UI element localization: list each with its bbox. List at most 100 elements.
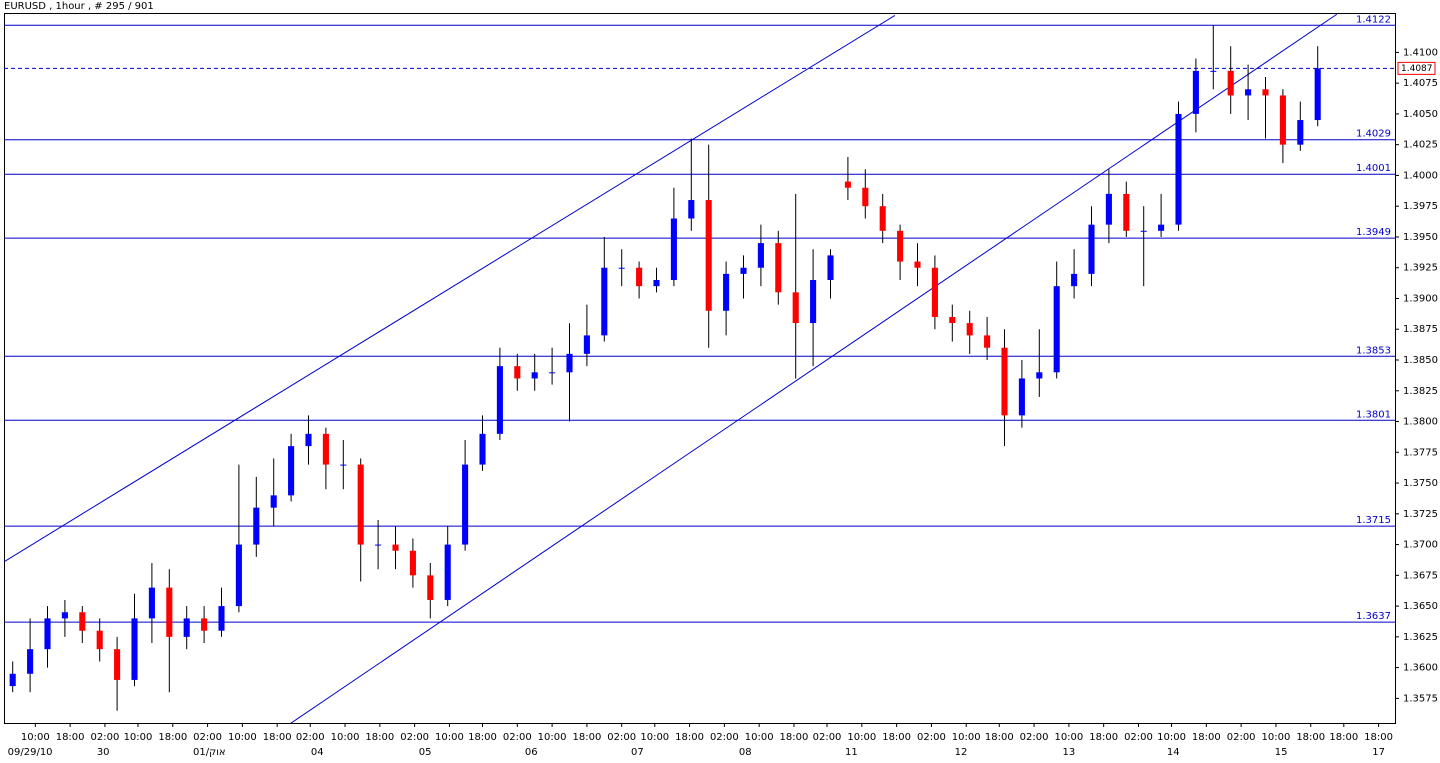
level-label: 1.3637 <box>1356 611 1391 622</box>
date-label: 09/29/10 <box>8 747 53 758</box>
current-price-label: 1.4087 <box>1401 64 1433 74</box>
candle-body <box>757 243 764 268</box>
level-label: 1.3949 <box>1356 227 1391 238</box>
candle-body <box>844 181 851 188</box>
candle-body <box>218 606 225 631</box>
x-tick-label: 18:00 <box>780 732 809 743</box>
candle-body <box>601 267 608 336</box>
y-tick-label: 1.3625 <box>1403 632 1438 643</box>
candle-body <box>984 335 991 348</box>
y-tick-label: 1.3750 <box>1403 478 1438 489</box>
x-tick-label: 10:00 <box>21 732 50 743</box>
candle-body <box>705 200 712 311</box>
candle-body <box>479 433 486 465</box>
x-tick-label: 02:00 <box>813 732 842 743</box>
candle-body <box>1018 378 1025 416</box>
candle-body <box>44 618 51 650</box>
candle-body <box>810 280 817 324</box>
candle-body <box>1071 273 1078 287</box>
candle-body <box>114 649 121 680</box>
candle-body <box>1140 230 1147 232</box>
candle-body <box>27 649 34 674</box>
candle-body <box>653 280 660 287</box>
candle-body <box>1262 89 1269 96</box>
x-tick-label: 10:00 <box>847 732 876 743</box>
level-label: 1.4122 <box>1356 14 1391 25</box>
x-tick-label: 10:00 <box>538 732 567 743</box>
x-tick-label: 18:00 <box>1296 732 1325 743</box>
candle-body <box>583 335 590 354</box>
y-tick-label: 1.3950 <box>1403 232 1438 243</box>
candle-body <box>688 200 695 219</box>
candle-body <box>723 273 730 311</box>
x-tick-label: 18:00 <box>468 732 497 743</box>
candle-body <box>1297 120 1304 145</box>
trend-line <box>4 15 896 563</box>
y-tick-label: 1.3850 <box>1403 355 1438 366</box>
x-tick-label: 10:00 <box>124 732 153 743</box>
candle-body <box>444 544 451 600</box>
y-tick-label: 1.3875 <box>1403 324 1438 335</box>
x-tick-label: 18:00 <box>675 732 704 743</box>
candle-body <box>96 630 103 650</box>
candle-body <box>61 612 68 619</box>
date-label: 30 <box>97 747 110 758</box>
date-label: 17 <box>1372 747 1385 758</box>
date-label: 06 <box>525 747 538 758</box>
candle-body <box>966 323 973 336</box>
candle-body <box>409 550 416 576</box>
x-tick-label: 10:00 <box>331 732 360 743</box>
candle-body <box>931 267 938 317</box>
candle-body <box>462 464 469 545</box>
candle-body <box>427 575 434 600</box>
plot-area <box>4 13 1395 723</box>
x-tick-label: 10:00 <box>1262 732 1291 743</box>
candle-body <box>79 612 86 631</box>
candle-body <box>792 292 799 324</box>
x-tick-label: 02:00 <box>917 732 946 743</box>
y-tick-label: 1.4050 <box>1403 109 1438 120</box>
y-tick-label: 1.3575 <box>1403 693 1438 704</box>
x-tick-label: 10:00 <box>1157 732 1186 743</box>
candle-body <box>740 267 747 274</box>
y-tick-label: 1.4075 <box>1403 78 1438 89</box>
date-label: 04 <box>311 747 324 758</box>
y-tick-label: 1.3925 <box>1403 263 1438 274</box>
candle-body <box>1314 68 1321 121</box>
x-tick-label: 10:00 <box>435 732 464 743</box>
candle-body <box>340 464 347 466</box>
y-tick-label: 1.3700 <box>1403 540 1438 551</box>
candle-body <box>375 544 382 546</box>
y-tick-label: 1.3650 <box>1403 601 1438 612</box>
candle-body <box>549 372 556 374</box>
level-label: 1.4029 <box>1356 129 1391 140</box>
chart-title: EURUSD , 1hour , # 295 / 901 <box>4 1 154 12</box>
candle-body <box>1001 347 1008 416</box>
x-tick-label: 02:00 <box>1124 732 1153 743</box>
candle-body <box>862 187 869 207</box>
x-tick-label: 10:00 <box>640 732 669 743</box>
candle-body <box>1227 70 1234 96</box>
x-tick-label: 18:00 <box>1329 732 1358 743</box>
x-tick-label: 18:00 <box>1089 732 1118 743</box>
level-label: 1.4001 <box>1356 163 1391 174</box>
x-tick-label: 10:00 <box>745 732 774 743</box>
y-tick-label: 1.3975 <box>1403 201 1438 212</box>
y-tick-label: 1.4025 <box>1403 140 1438 151</box>
candle-body <box>183 618 190 637</box>
candle-body <box>357 464 364 545</box>
x-tick-label: 18:00 <box>56 732 85 743</box>
date-label: 05 <box>419 747 432 758</box>
candle-body <box>670 218 677 281</box>
trend-line <box>290 13 1338 723</box>
candle-body <box>235 544 242 607</box>
date-label: 13 <box>1063 747 1076 758</box>
x-tick-label: 10:00 <box>952 732 981 743</box>
candle-body <box>1088 224 1095 274</box>
candle-body <box>949 316 956 324</box>
x-tick-label: 18:00 <box>882 732 911 743</box>
x-tick-label: 02:00 <box>710 732 739 743</box>
date-label: 15 <box>1275 747 1288 758</box>
date-label: 08 <box>739 747 752 758</box>
x-tick-label: 02:00 <box>503 732 532 743</box>
